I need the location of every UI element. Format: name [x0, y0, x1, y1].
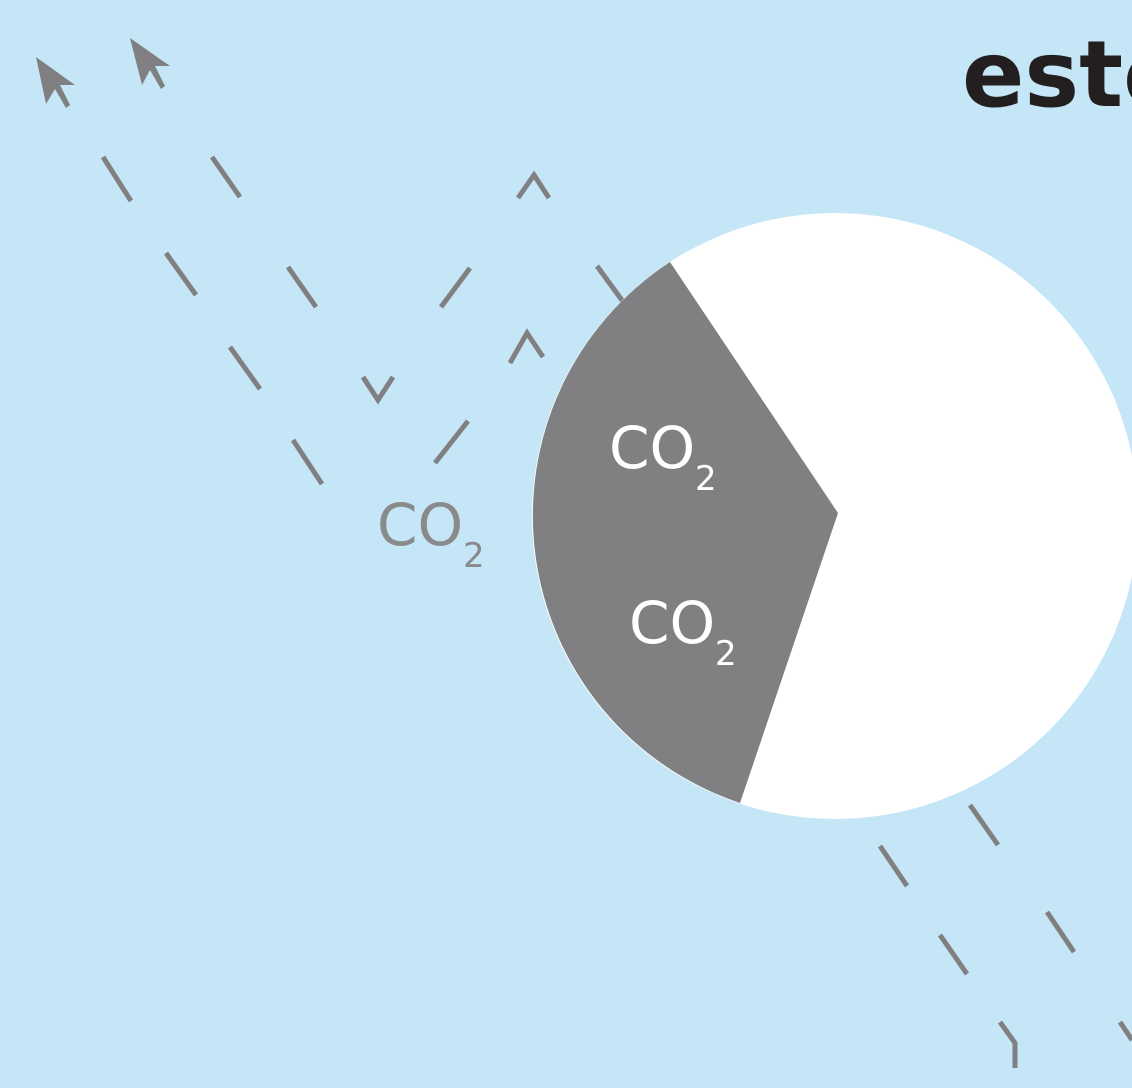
formula: CO	[377, 491, 463, 559]
subscript: 2	[695, 459, 717, 499]
diagram: este CO 2 CO 2 CO 2	[0, 0, 1132, 1088]
title: este	[962, 21, 1132, 128]
formula: CO	[609, 414, 695, 482]
subscript: 2	[715, 634, 737, 674]
page: este CO 2 CO 2 CO 2 (() => { const data …	[0, 0, 1132, 1088]
subscript: 2	[463, 536, 485, 576]
formula: CO	[629, 589, 715, 657]
